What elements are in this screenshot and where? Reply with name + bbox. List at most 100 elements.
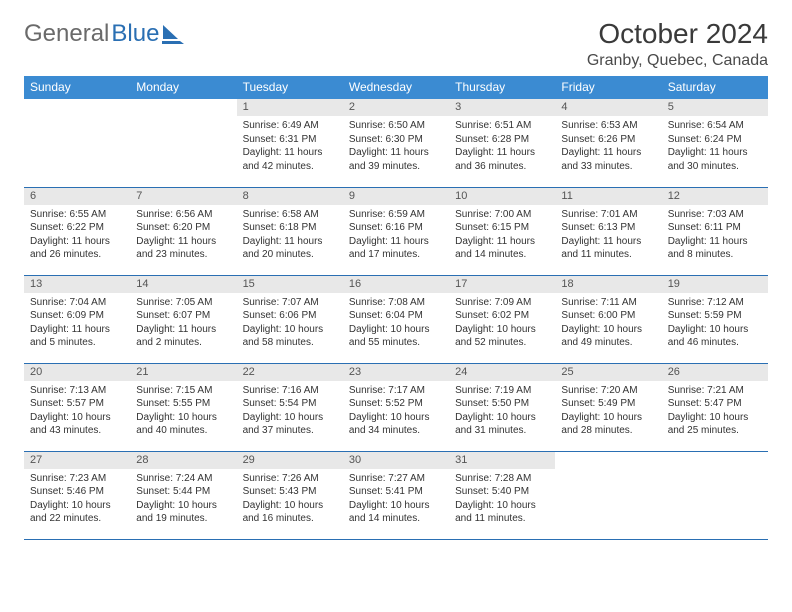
day-details: Sunrise: 6:56 AMSunset: 6:20 PMDaylight:…	[130, 205, 236, 266]
page-subtitle: Granby, Quebec, Canada	[587, 52, 768, 70]
day-number: 15	[237, 276, 343, 293]
calendar-day-cell: 16Sunrise: 7:08 AMSunset: 6:04 PMDayligh…	[343, 275, 449, 363]
day-details: Sunrise: 6:58 AMSunset: 6:18 PMDaylight:…	[237, 205, 343, 266]
day-details: Sunrise: 6:59 AMSunset: 6:16 PMDaylight:…	[343, 205, 449, 266]
calendar-day-cell: 11Sunrise: 7:01 AMSunset: 6:13 PMDayligh…	[555, 187, 661, 275]
day-details: Sunrise: 7:27 AMSunset: 5:41 PMDaylight:…	[343, 469, 449, 530]
day-number: 3	[449, 99, 555, 116]
page-title: October 2024	[587, 18, 768, 50]
day-number: 11	[555, 188, 661, 205]
day-number: 14	[130, 276, 236, 293]
calendar-day-cell: 28Sunrise: 7:24 AMSunset: 5:44 PMDayligh…	[130, 451, 236, 539]
day-number: 28	[130, 452, 236, 469]
day-number: 20	[24, 364, 130, 381]
calendar-day-cell: 24Sunrise: 7:19 AMSunset: 5:50 PMDayligh…	[449, 363, 555, 451]
calendar-empty-cell	[24, 99, 130, 187]
brand-sail-icon	[162, 24, 188, 44]
calendar-day-cell: 10Sunrise: 7:00 AMSunset: 6:15 PMDayligh…	[449, 187, 555, 275]
day-details: Sunrise: 7:03 AMSunset: 6:11 PMDaylight:…	[662, 205, 768, 266]
calendar-empty-cell	[130, 99, 236, 187]
day-number: 24	[449, 364, 555, 381]
day-number: 27	[24, 452, 130, 469]
calendar-week-row: 27Sunrise: 7:23 AMSunset: 5:46 PMDayligh…	[24, 451, 768, 539]
calendar-table: SundayMondayTuesdayWednesdayThursdayFrid…	[24, 76, 768, 540]
calendar-day-cell: 12Sunrise: 7:03 AMSunset: 6:11 PMDayligh…	[662, 187, 768, 275]
calendar-day-cell: 21Sunrise: 7:15 AMSunset: 5:55 PMDayligh…	[130, 363, 236, 451]
day-number: 25	[555, 364, 661, 381]
day-details: Sunrise: 6:55 AMSunset: 6:22 PMDaylight:…	[24, 205, 130, 266]
calendar-day-cell: 19Sunrise: 7:12 AMSunset: 5:59 PMDayligh…	[662, 275, 768, 363]
calendar-page: GeneralBlue October 2024 Granby, Quebec,…	[0, 0, 792, 550]
brand-word-2: Blue	[111, 22, 159, 46]
day-details: Sunrise: 7:23 AMSunset: 5:46 PMDaylight:…	[24, 469, 130, 530]
day-number: 19	[662, 276, 768, 293]
day-number: 8	[237, 188, 343, 205]
day-of-week-header: Friday	[555, 76, 661, 99]
day-of-week-row: SundayMondayTuesdayWednesdayThursdayFrid…	[24, 76, 768, 99]
day-details: Sunrise: 7:26 AMSunset: 5:43 PMDaylight:…	[237, 469, 343, 530]
day-number: 7	[130, 188, 236, 205]
calendar-day-cell: 30Sunrise: 7:27 AMSunset: 5:41 PMDayligh…	[343, 451, 449, 539]
day-details: Sunrise: 7:00 AMSunset: 6:15 PMDaylight:…	[449, 205, 555, 266]
calendar-day-cell: 3Sunrise: 6:51 AMSunset: 6:28 PMDaylight…	[449, 99, 555, 187]
day-number: 22	[237, 364, 343, 381]
day-of-week-header: Sunday	[24, 76, 130, 99]
day-details: Sunrise: 7:28 AMSunset: 5:40 PMDaylight:…	[449, 469, 555, 530]
day-number: 18	[555, 276, 661, 293]
day-of-week-header: Monday	[130, 76, 236, 99]
calendar-week-row: 13Sunrise: 7:04 AMSunset: 6:09 PMDayligh…	[24, 275, 768, 363]
day-number: 29	[237, 452, 343, 469]
calendar-day-cell: 29Sunrise: 7:26 AMSunset: 5:43 PMDayligh…	[237, 451, 343, 539]
calendar-day-cell: 15Sunrise: 7:07 AMSunset: 6:06 PMDayligh…	[237, 275, 343, 363]
calendar-day-cell: 6Sunrise: 6:55 AMSunset: 6:22 PMDaylight…	[24, 187, 130, 275]
calendar-day-cell: 13Sunrise: 7:04 AMSunset: 6:09 PMDayligh…	[24, 275, 130, 363]
day-details: Sunrise: 7:07 AMSunset: 6:06 PMDaylight:…	[237, 293, 343, 354]
day-details: Sunrise: 7:01 AMSunset: 6:13 PMDaylight:…	[555, 205, 661, 266]
day-details: Sunrise: 6:51 AMSunset: 6:28 PMDaylight:…	[449, 116, 555, 177]
calendar-empty-cell	[555, 451, 661, 539]
calendar-empty-cell	[662, 451, 768, 539]
day-details: Sunrise: 6:49 AMSunset: 6:31 PMDaylight:…	[237, 116, 343, 177]
day-number: 13	[24, 276, 130, 293]
calendar-day-cell: 26Sunrise: 7:21 AMSunset: 5:47 PMDayligh…	[662, 363, 768, 451]
day-details: Sunrise: 7:09 AMSunset: 6:02 PMDaylight:…	[449, 293, 555, 354]
day-details: Sunrise: 7:17 AMSunset: 5:52 PMDaylight:…	[343, 381, 449, 442]
day-details: Sunrise: 6:53 AMSunset: 6:26 PMDaylight:…	[555, 116, 661, 177]
day-number: 26	[662, 364, 768, 381]
calendar-day-cell: 14Sunrise: 7:05 AMSunset: 6:07 PMDayligh…	[130, 275, 236, 363]
day-details: Sunrise: 6:50 AMSunset: 6:30 PMDaylight:…	[343, 116, 449, 177]
day-number: 21	[130, 364, 236, 381]
day-number: 16	[343, 276, 449, 293]
calendar-week-row: 20Sunrise: 7:13 AMSunset: 5:57 PMDayligh…	[24, 363, 768, 451]
day-of-week-header: Thursday	[449, 76, 555, 99]
day-details: Sunrise: 7:13 AMSunset: 5:57 PMDaylight:…	[24, 381, 130, 442]
day-number: 2	[343, 99, 449, 116]
day-details: Sunrise: 7:19 AMSunset: 5:50 PMDaylight:…	[449, 381, 555, 442]
calendar-day-cell: 2Sunrise: 6:50 AMSunset: 6:30 PMDaylight…	[343, 99, 449, 187]
calendar-day-cell: 5Sunrise: 6:54 AMSunset: 6:24 PMDaylight…	[662, 99, 768, 187]
day-number: 6	[24, 188, 130, 205]
calendar-day-cell: 1Sunrise: 6:49 AMSunset: 6:31 PMDaylight…	[237, 99, 343, 187]
calendar-day-cell: 8Sunrise: 6:58 AMSunset: 6:18 PMDaylight…	[237, 187, 343, 275]
day-number: 12	[662, 188, 768, 205]
day-number: 31	[449, 452, 555, 469]
calendar-day-cell: 20Sunrise: 7:13 AMSunset: 5:57 PMDayligh…	[24, 363, 130, 451]
day-details: Sunrise: 7:08 AMSunset: 6:04 PMDaylight:…	[343, 293, 449, 354]
day-of-week-header: Wednesday	[343, 76, 449, 99]
day-details: Sunrise: 7:16 AMSunset: 5:54 PMDaylight:…	[237, 381, 343, 442]
day-details: Sunrise: 7:15 AMSunset: 5:55 PMDaylight:…	[130, 381, 236, 442]
calendar-day-cell: 27Sunrise: 7:23 AMSunset: 5:46 PMDayligh…	[24, 451, 130, 539]
calendar-day-cell: 17Sunrise: 7:09 AMSunset: 6:02 PMDayligh…	[449, 275, 555, 363]
day-details: Sunrise: 6:54 AMSunset: 6:24 PMDaylight:…	[662, 116, 768, 177]
calendar-day-cell: 9Sunrise: 6:59 AMSunset: 6:16 PMDaylight…	[343, 187, 449, 275]
title-block: October 2024 Granby, Quebec, Canada	[587, 18, 768, 70]
day-details: Sunrise: 7:24 AMSunset: 5:44 PMDaylight:…	[130, 469, 236, 530]
brand-word-1: General	[24, 22, 109, 46]
calendar-week-row: 1Sunrise: 6:49 AMSunset: 6:31 PMDaylight…	[24, 99, 768, 187]
day-number: 4	[555, 99, 661, 116]
day-number: 9	[343, 188, 449, 205]
calendar-week-row: 6Sunrise: 6:55 AMSunset: 6:22 PMDaylight…	[24, 187, 768, 275]
day-number: 23	[343, 364, 449, 381]
day-details: Sunrise: 7:20 AMSunset: 5:49 PMDaylight:…	[555, 381, 661, 442]
day-details: Sunrise: 7:12 AMSunset: 5:59 PMDaylight:…	[662, 293, 768, 354]
